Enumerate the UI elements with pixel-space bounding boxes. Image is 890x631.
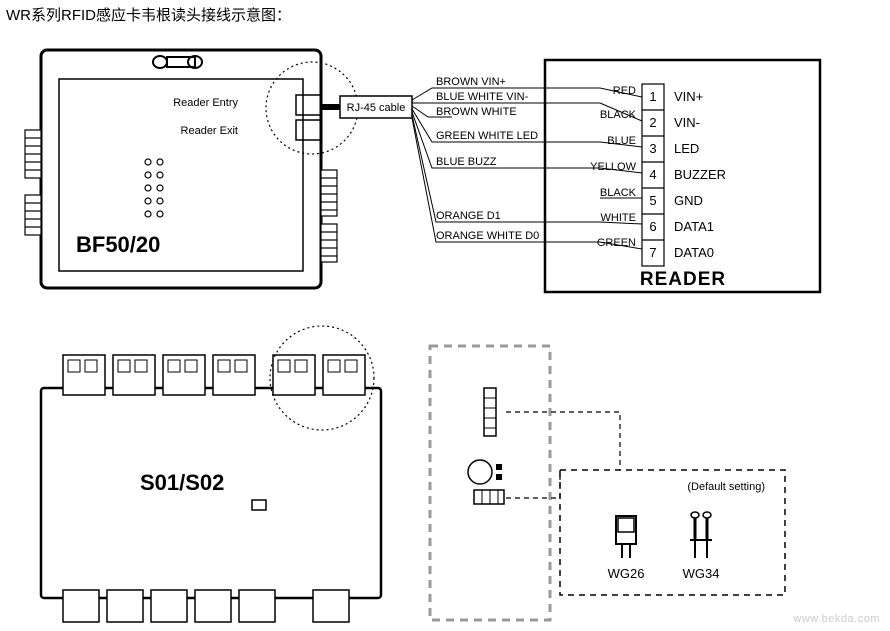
svg-text:4: 4	[649, 167, 656, 182]
detail-panel: (Default setting) WG26 WG34	[430, 346, 785, 620]
svg-text:VIN-: VIN-	[674, 115, 700, 130]
svg-text:BLUE BUZZ: BLUE BUZZ	[436, 156, 497, 168]
svg-text:2: 2	[649, 115, 656, 130]
svg-text:GND: GND	[674, 193, 703, 208]
default-setting-label: (Default setting)	[687, 481, 765, 493]
svg-text:DATA0: DATA0	[674, 245, 714, 260]
svg-text:GREEN WHITE LED: GREEN WHITE LED	[436, 130, 538, 142]
svg-text:VIN+: VIN+	[674, 89, 703, 104]
diagram-svg: BF50/20 Reader Entry Reader Exit RJ-45 c…	[0, 0, 890, 631]
svg-text:BUZZER: BUZZER	[674, 167, 726, 182]
svg-text:WG34: WG34	[683, 566, 720, 581]
rj45-cable: RJ-45 cable	[321, 96, 412, 118]
reader-box: 1 2 3 4 5 6 7 VIN+ VIN- LED BUZZER GND D…	[545, 60, 820, 292]
reader-caption: READER	[640, 269, 726, 290]
device-bf50: BF50/20 Reader Entry Reader Exit	[25, 50, 358, 288]
svg-text:LED: LED	[674, 141, 699, 156]
svg-text:BLUE: BLUE	[607, 135, 636, 147]
svg-text:BROWN VIN+: BROWN VIN+	[436, 76, 506, 88]
svg-text:1: 1	[649, 89, 656, 104]
svg-text:7: 7	[649, 245, 656, 260]
svg-text:5: 5	[649, 193, 656, 208]
svg-text:BROWN WHITE: BROWN WHITE	[436, 106, 517, 118]
svg-text:ORANGE D1: ORANGE D1	[436, 210, 501, 222]
bf50-label: BF50/20	[76, 232, 160, 257]
watermark: www.bekda.com	[793, 613, 880, 625]
svg-text:6: 6	[649, 219, 656, 234]
wire-labels-left: BROWN VIN+ BLUE WHITE VIN- BROWN WHITE G…	[436, 76, 539, 242]
svg-text:DATA1: DATA1	[674, 219, 714, 234]
jumper-wg34: WG34	[683, 512, 720, 581]
svg-text:WG26: WG26	[608, 566, 645, 581]
rj45-label: RJ-45 cable	[347, 102, 406, 114]
reader-entry-label: Reader Entry	[173, 97, 238, 109]
svg-text:3: 3	[649, 141, 656, 156]
svg-text:BLUE WHITE VIN-: BLUE WHITE VIN-	[436, 91, 529, 103]
reader-exit-label: Reader Exit	[181, 125, 238, 137]
svg-text:BLACK: BLACK	[600, 187, 637, 199]
device-s01: S01/S02	[41, 326, 381, 622]
svg-text:ORANGE WHITE D0: ORANGE WHITE D0	[436, 230, 539, 242]
jumper-wg26: WG26	[608, 516, 645, 581]
wire-labels-right: RED BLACK BLUE YELLOW BLACK WHITE GREEN	[590, 85, 637, 249]
s01-label: S01/S02	[140, 470, 224, 495]
